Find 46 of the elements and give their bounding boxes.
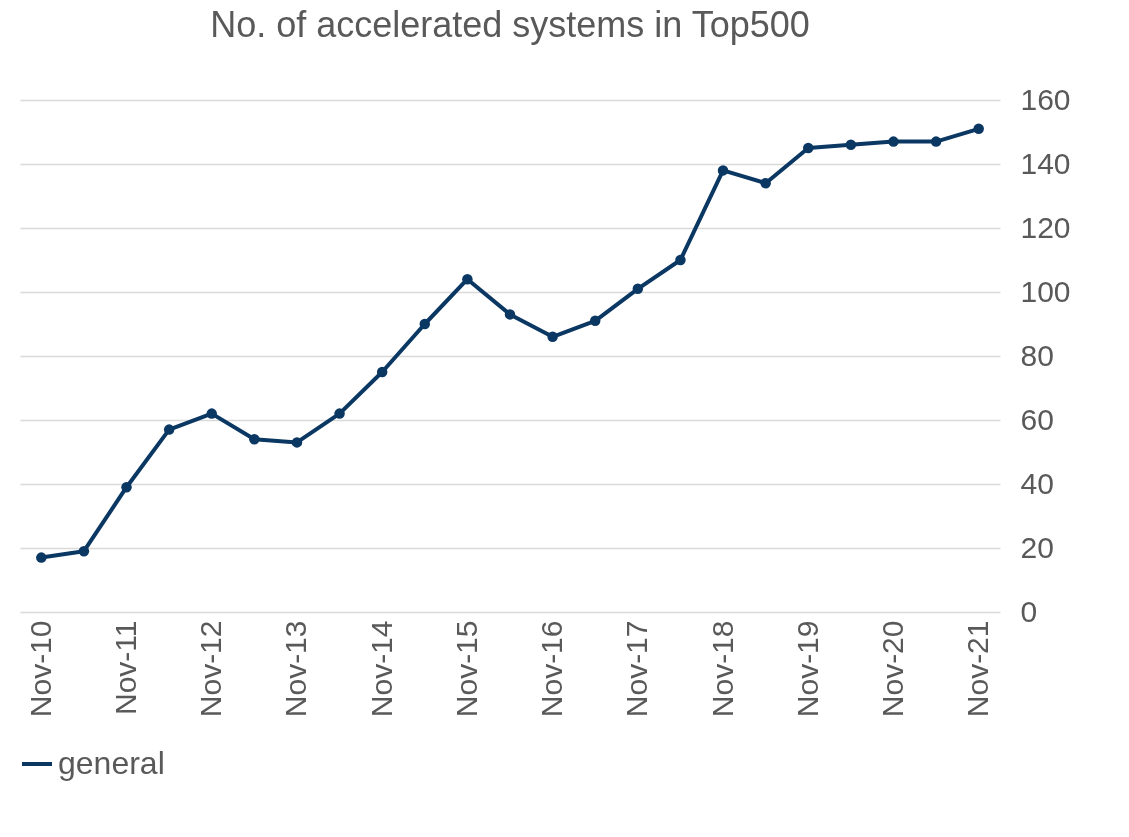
- x-tick-label: Nov-15: [449, 620, 483, 718]
- point: [888, 136, 899, 147]
- y-tick-label: 100: [1020, 274, 1071, 308]
- y-tick-label: 120: [1020, 210, 1071, 244]
- point: [973, 123, 984, 135]
- point: [291, 437, 303, 448]
- point: [930, 136, 942, 147]
- point: [419, 318, 431, 330]
- point: [334, 408, 345, 419]
- y-tick-label: 60: [1020, 402, 1054, 436]
- point: [121, 481, 132, 493]
- point: [249, 433, 260, 445]
- point: [504, 309, 516, 320]
- point: [36, 552, 47, 563]
- point: [547, 331, 558, 343]
- point: [717, 165, 729, 176]
- x-tick-label: Nov-11: [109, 620, 143, 715]
- x-tick-label: Nov-10: [23, 620, 57, 718]
- x-tick-label: Nov-18: [705, 620, 739, 718]
- y-tick-label: 80: [1020, 338, 1054, 372]
- point: [206, 408, 217, 419]
- x-tick-label: Nov-12: [194, 620, 228, 718]
- x-tick-label: Nov-16: [535, 620, 569, 718]
- point: [845, 139, 857, 151]
- x-tick-label: Nov-14: [364, 620, 398, 718]
- point: [803, 142, 814, 154]
- y-tick-label: 0: [1020, 594, 1038, 628]
- y-tick-label: 20: [1020, 530, 1054, 564]
- point: [632, 283, 644, 295]
- y-tick-label: 140: [1020, 146, 1071, 180]
- point: [589, 315, 601, 327]
- x-tick-label: Nov-19: [790, 620, 824, 718]
- x-tick-label: Nov-17: [620, 620, 654, 718]
- x-tick-label: Nov-20: [875, 620, 909, 718]
- point: [675, 254, 686, 266]
- point: [376, 366, 388, 378]
- chart-title: No. of accelerated systems in Top500: [210, 4, 810, 45]
- point: [462, 273, 473, 285]
- y-tick-label: 160: [1020, 82, 1071, 116]
- point: [760, 177, 771, 189]
- x-tick-label: Nov-13: [279, 620, 313, 718]
- x-tick-label: Nov-21: [961, 620, 995, 718]
- legend-label: general: [58, 745, 165, 781]
- point: [163, 424, 175, 435]
- y-tick-label: 40: [1020, 466, 1054, 500]
- point: [78, 545, 90, 557]
